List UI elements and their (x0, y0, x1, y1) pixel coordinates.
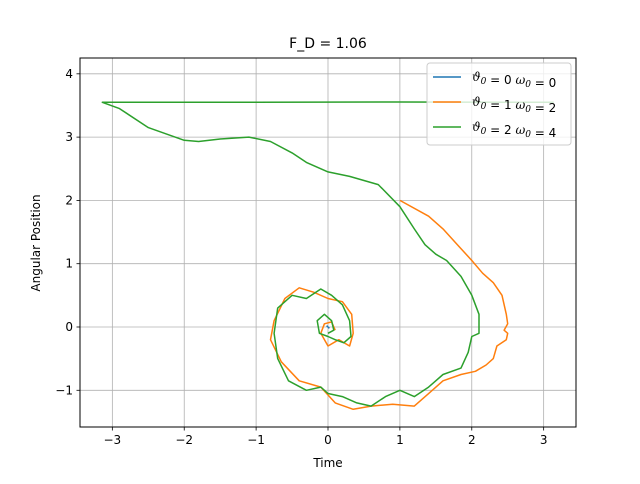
x-tick-label: 0 (324, 433, 332, 447)
series-line-1 (326, 325, 330, 329)
x-tick-label: −1 (247, 433, 265, 447)
x-tick-label: 2 (468, 433, 476, 447)
grid (80, 58, 576, 427)
y-tick-label: 3 (65, 130, 73, 144)
ticks: −3 −2 −1 0 1 2 3 −1 0 1 2 3 4 (55, 67, 547, 447)
legend-label-3: ϑ0 = 2 ω0 = 4 (472, 120, 556, 140)
y-tick-label: 2 (65, 193, 73, 207)
legend-box (426, 62, 572, 146)
x-tick-label: −3 (103, 433, 121, 447)
y-axis-label: Angular Position (29, 194, 43, 291)
y-tick-label: 4 (65, 67, 73, 81)
chart-title: F_D = 1.06 (289, 36, 367, 52)
y-tick-label: −1 (55, 383, 73, 397)
x-tick-label: 3 (540, 433, 548, 447)
legend-label-2: ϑ0 = 1 ω0 = 2 (472, 95, 556, 115)
x-tick-label: −2 (175, 433, 193, 447)
legend-label-1: ϑ0 = 0 ω0 = 0 (472, 70, 556, 90)
x-axis-label: Time (312, 456, 342, 470)
y-tick-label: 1 (65, 257, 73, 271)
series-line-2 (269, 199, 509, 411)
legend: ϑ0 = 0 ω0 = 0 ϑ0 = 1 ω0 = 2 ϑ0 = 2 ω0 = 4 (426, 62, 572, 146)
y-tick-label: 0 (65, 320, 73, 334)
x-tick-label: 1 (396, 433, 404, 447)
series-line-3 (101, 101, 554, 407)
series-layer (101, 101, 554, 411)
